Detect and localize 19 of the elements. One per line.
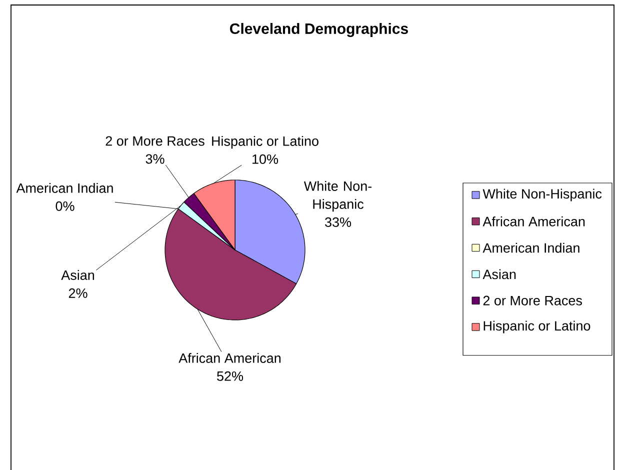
data-label: 10% [252, 154, 278, 164]
category-label: American Indian [16, 183, 113, 193]
legend-label: White Non-Hispanic [482, 188, 602, 202]
data-label: 33% [325, 217, 352, 227]
slice-label: 2 or More Races [106, 136, 204, 146]
data-label: 52% [217, 371, 244, 381]
slice-label: White Non-Hispanic [304, 181, 372, 212]
data-label: 2% [68, 288, 88, 298]
slice-label: African American [178, 353, 280, 363]
legend-label: 2 or More Races [483, 296, 582, 306]
data-label: 3% [146, 154, 164, 164]
legend-label: Asian [482, 269, 516, 280]
text: 0% [56, 201, 74, 211]
chart-title: Cleveland Demographics [230, 22, 408, 38]
slice-label: Hispanic or Latino [212, 136, 318, 149]
legend-label: Hispanic or Latino [484, 320, 590, 334]
slice-label: Asian [61, 270, 94, 280]
legend-label: American Indian [482, 242, 580, 253]
legend-label: African American [482, 216, 585, 226]
